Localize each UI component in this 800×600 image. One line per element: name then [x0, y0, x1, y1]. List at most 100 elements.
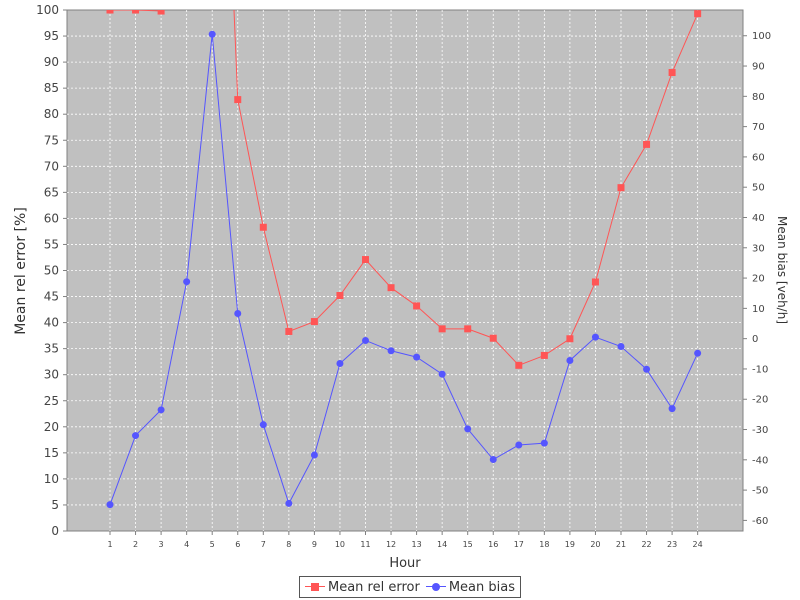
x-tick-label: 4 — [184, 540, 189, 549]
x-axis: 1 2 3 4 5 6 7 8 9 10 11 12 13 14 15 16 17 18 19 20 21 22 23 24 — [107, 531, 703, 549]
y-right-tick-label: -20 — [752, 395, 768, 406]
right-axis: -60 -50 -40 -30 -20 -10 0 10 20 30 40 50 60 70 80 90 100 — [743, 31, 771, 527]
legend-item-mean-rel-error: Mean rel error — [305, 580, 420, 595]
x-tick-label: 13 — [412, 540, 422, 549]
data-point-mean-bias — [413, 353, 421, 361]
data-point-mean-bias — [183, 278, 191, 286]
y-left-tick-label: 5 — [51, 498, 59, 512]
data-point-mean-bias — [387, 347, 395, 355]
y-left-tick-label: 85 — [44, 81, 59, 95]
data-point-mean-rel-error — [643, 140, 651, 148]
data-point-mean-bias — [668, 405, 676, 413]
x-tick-label: 22 — [641, 540, 651, 549]
y-right-tick-label: -10 — [752, 364, 768, 375]
data-point-mean-bias — [157, 406, 165, 414]
x-axis-label: Hour — [389, 556, 421, 571]
data-point-mean-bias — [310, 451, 318, 459]
y-right-tick-label: -30 — [752, 425, 768, 436]
series-line-mean-bias — [109, 34, 699, 505]
series-layer — [106, 10, 702, 509]
y-left-tick-label: 35 — [44, 342, 59, 356]
data-point-mean-rel-error — [617, 184, 625, 192]
y-left-tick-label: 70 — [44, 159, 59, 173]
y-right-tick-label: 50 — [752, 183, 765, 194]
data-point-mean-bias — [617, 343, 625, 351]
legend-item-mean-bias: Mean bias — [425, 580, 515, 595]
legend: Mean rel error Mean bias — [299, 576, 521, 598]
data-point-mean-rel-error — [387, 284, 395, 292]
y-left-tick-label: 95 — [44, 29, 59, 43]
data-point-mean-rel-error — [591, 278, 599, 286]
data-point-mean-bias — [489, 456, 497, 464]
y-left-tick-label: 25 — [44, 394, 59, 408]
data-point-mean-rel-error — [157, 10, 165, 15]
y-right-tick-label: -60 — [752, 516, 768, 527]
left-axis: 0 5 10 15 20 25 30 35 40 45 50 55 60 65 70 75 80 85 90 95 10… — [36, 3, 67, 538]
data-point-mean-rel-error — [259, 223, 267, 231]
x-tick-label: 21 — [616, 540, 626, 549]
x-tick-label: 19 — [565, 540, 575, 549]
x-tick-label: 1 — [107, 540, 112, 549]
y-left-tick-label: 15 — [44, 446, 59, 460]
x-tick-label: 17 — [514, 540, 524, 549]
data-point-mean-bias — [285, 499, 293, 507]
data-point-mean-bias — [643, 365, 651, 373]
x-tick-label: 18 — [539, 540, 549, 549]
y-left-tick-label: 65 — [44, 185, 59, 199]
data-point-mean-bias — [234, 310, 242, 318]
grid — [67, 10, 743, 531]
y-right-tick-label: 20 — [752, 274, 765, 285]
y-right-tick-label: 70 — [752, 122, 765, 133]
data-point-mean-rel-error — [336, 292, 344, 300]
data-point-mean-rel-error — [234, 96, 242, 104]
x-tick-label: 15 — [463, 540, 473, 549]
y-right-tick-label: 40 — [752, 213, 765, 224]
data-point-mean-bias — [259, 421, 267, 429]
data-point-mean-rel-error — [464, 325, 472, 333]
x-tick-label: 24 — [693, 540, 703, 549]
data-point-mean-rel-error — [489, 334, 497, 342]
y-right-tick-label: -50 — [752, 486, 768, 497]
x-tick-label: 12 — [386, 540, 396, 549]
legend-label-mean-rel-error: Mean rel error — [328, 579, 420, 595]
y-left-tick-label: 30 — [44, 368, 59, 382]
data-point-mean-bias — [208, 30, 216, 38]
data-point-mean-bias — [540, 439, 548, 447]
y-axis-left-label: Mean rel error [%] — [13, 207, 29, 335]
y-left-tick-label: 90 — [44, 55, 59, 69]
legend-swatch-square-icon — [305, 582, 325, 592]
y-left-tick-label: 55 — [44, 237, 59, 251]
x-tick-label: 7 — [261, 540, 266, 549]
data-point-mean-rel-error — [362, 256, 369, 264]
x-tick-label: 20 — [590, 540, 600, 549]
data-point-mean-bias — [515, 441, 523, 449]
data-point-mean-bias — [591, 333, 599, 341]
y-right-tick-label: 100 — [752, 31, 771, 42]
x-tick-label: 16 — [488, 540, 498, 549]
data-point-mean-bias — [132, 432, 140, 440]
y-right-tick-label: 30 — [752, 243, 765, 254]
x-tick-label: 11 — [360, 540, 370, 549]
y-right-tick-label: -40 — [752, 455, 768, 466]
data-point-mean-rel-error — [540, 351, 548, 359]
data-point-mean-rel-error — [132, 10, 140, 14]
x-tick-label: 8 — [286, 540, 291, 549]
x-tick-label: 9 — [312, 540, 317, 549]
data-point-mean-rel-error — [515, 361, 523, 369]
y-right-tick-label: 80 — [752, 92, 765, 103]
y-left-tick-label: 80 — [44, 107, 59, 121]
data-point-mean-rel-error — [694, 10, 702, 18]
x-tick-label: 14 — [437, 540, 447, 549]
y-right-tick-label: 0 — [752, 334, 758, 345]
data-point-mean-bias — [694, 349, 702, 357]
legend-swatch-circle-icon — [425, 582, 446, 592]
series-line-mean-rel-error — [110, 10, 699, 366]
x-tick-label: 10 — [335, 540, 345, 549]
y-left-tick-label: 100 — [36, 3, 59, 17]
y-right-tick-label: 90 — [752, 62, 765, 73]
data-point-mean-bias — [464, 425, 472, 433]
y-left-tick-label: 40 — [44, 316, 59, 330]
y-left-tick-label: 0 — [51, 524, 59, 538]
data-point-mean-rel-error — [438, 325, 446, 333]
y-left-tick-label: 50 — [44, 264, 59, 278]
